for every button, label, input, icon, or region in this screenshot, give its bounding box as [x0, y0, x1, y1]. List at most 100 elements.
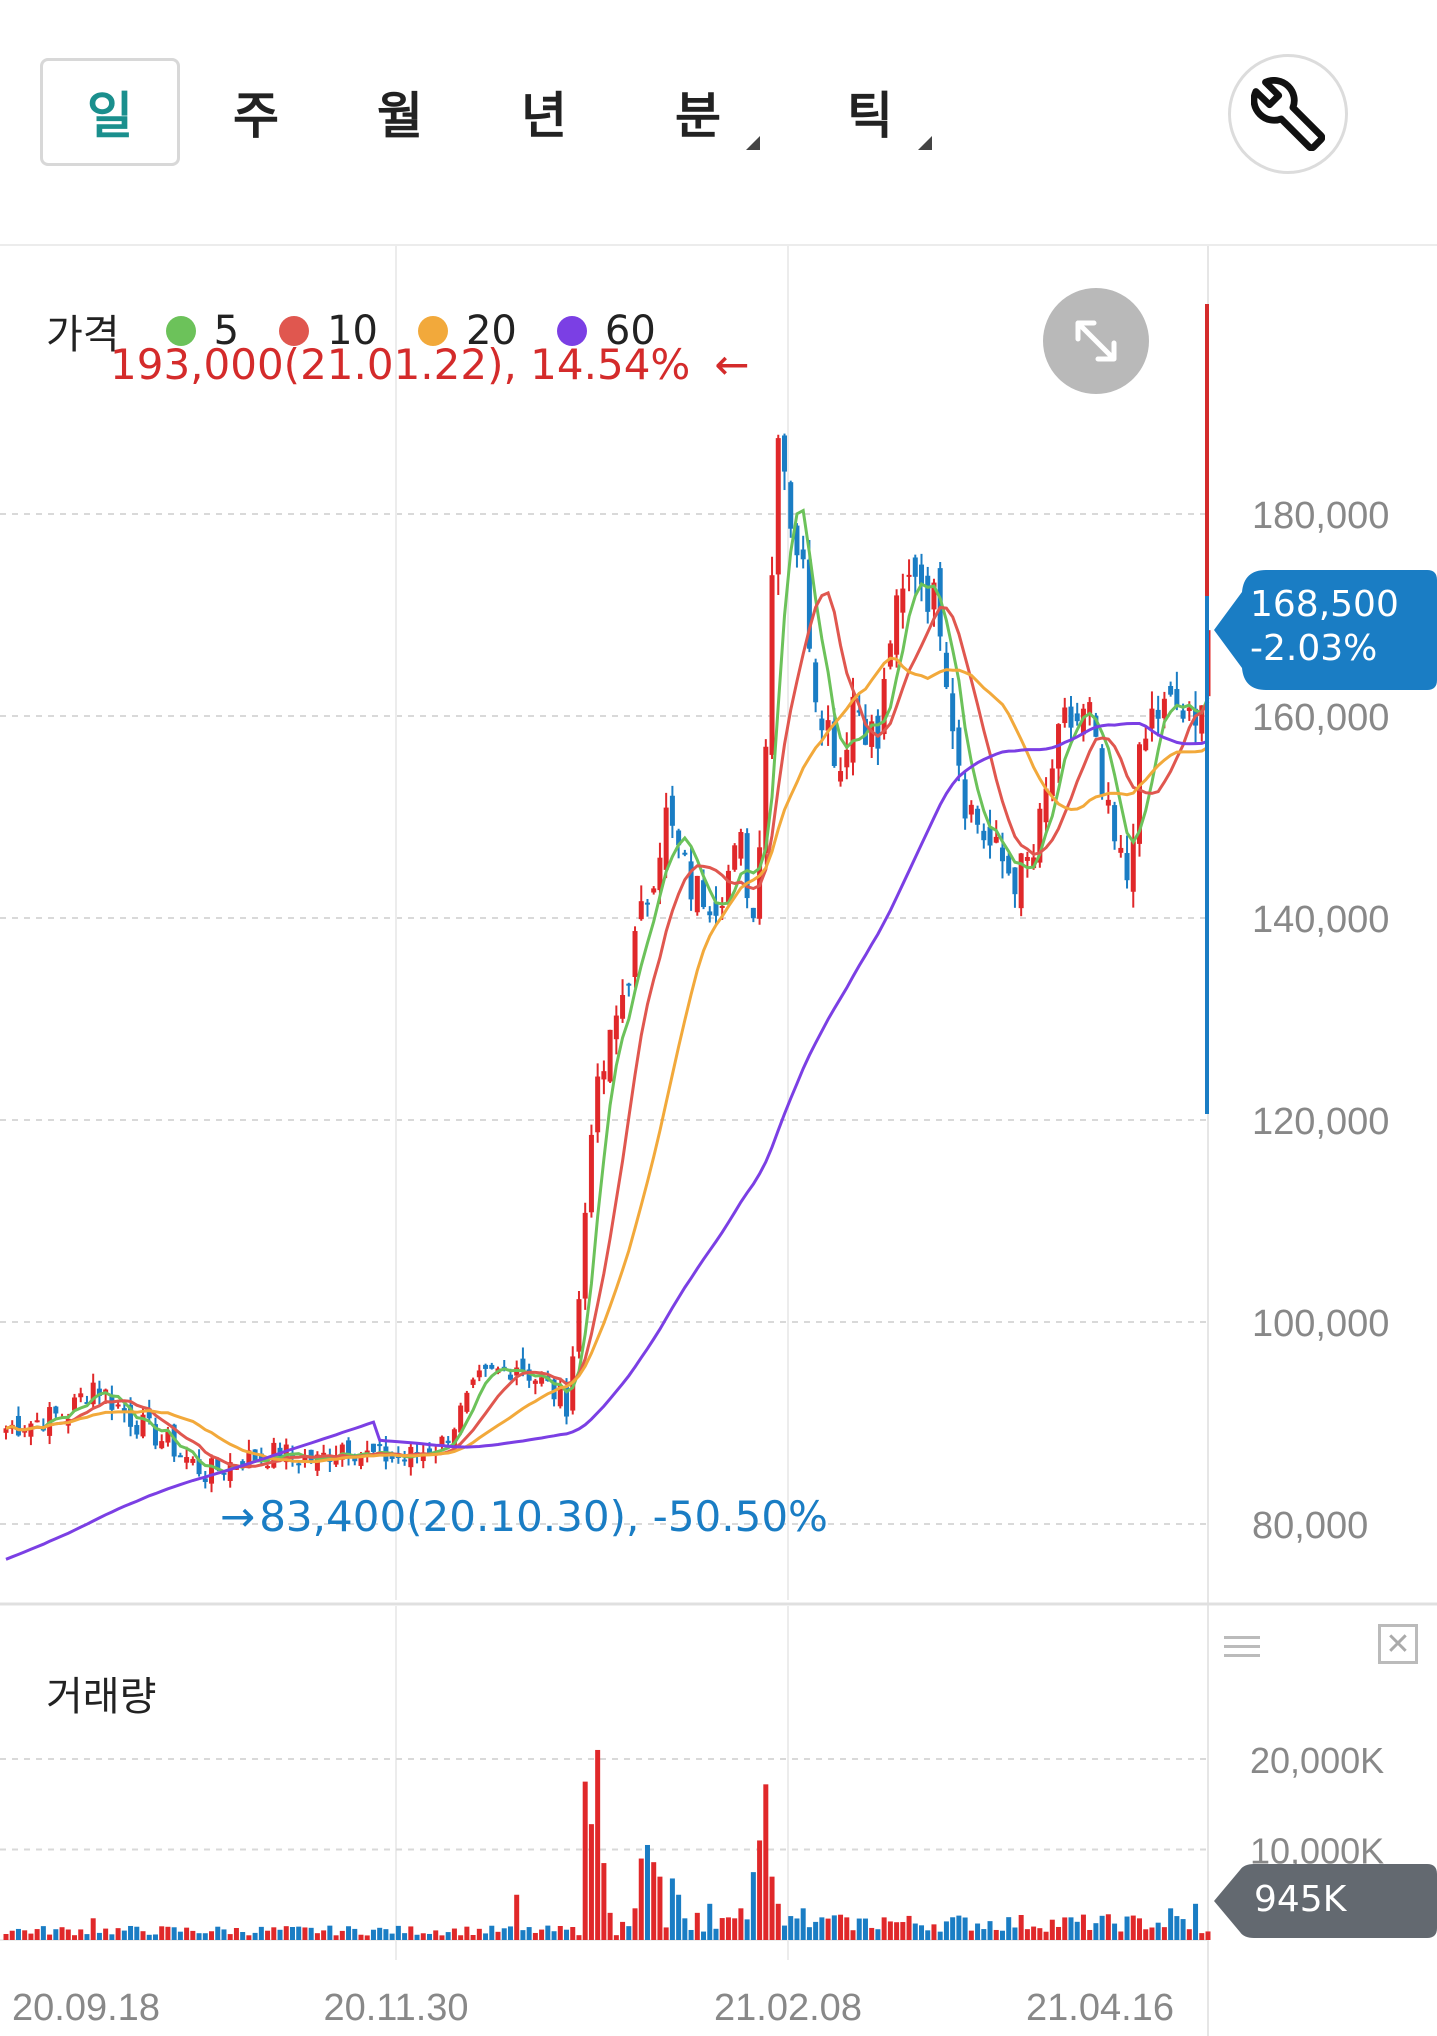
volume-bar [694, 1912, 700, 1940]
volume-bar [763, 1784, 769, 1940]
volume-bar [607, 1912, 613, 1940]
volume-bar [657, 1876, 663, 1940]
volume-bar [576, 1935, 582, 1940]
volume-bar [719, 1918, 725, 1940]
volume-bar [1118, 1931, 1124, 1940]
volume-bar [427, 1933, 433, 1940]
volume-menu-icon[interactable] [1224, 1630, 1260, 1663]
volume-bar [669, 1878, 675, 1940]
candle-body [806, 559, 812, 649]
volume-bar [676, 1894, 682, 1940]
candle-body [912, 557, 918, 577]
candle-body [1043, 788, 1049, 823]
volume-bar [339, 1930, 345, 1940]
candle-body [838, 771, 844, 782]
volume-bar [713, 1928, 719, 1940]
candle-body [676, 830, 682, 846]
candle-body [825, 720, 831, 731]
volume-bar [84, 1934, 90, 1940]
volume-bar [707, 1903, 713, 1940]
candle-body [1186, 707, 1192, 711]
candle-body [557, 1384, 563, 1407]
volume-bar [943, 1921, 949, 1940]
y-tick-label: 100,000 [1252, 1303, 1389, 1345]
tab-yearly[interactable]: 년 [474, 58, 614, 166]
volume-bar [1056, 1926, 1062, 1940]
candle-body [227, 1462, 233, 1481]
y-tick-label: 180,000 [1252, 495, 1389, 537]
volume-bar [327, 1925, 333, 1940]
candle-body [202, 1478, 208, 1482]
volume-bar [962, 1917, 968, 1940]
volume-bar [937, 1931, 943, 1940]
volume-bar [701, 1931, 707, 1940]
chart-settings-button[interactable] [1228, 54, 1348, 174]
legend-ma60-label: 60 [604, 308, 656, 354]
candle-body [732, 845, 738, 870]
candle-body [1149, 708, 1155, 729]
tab-weekly[interactable]: 주 [186, 58, 326, 166]
candle-body [72, 1397, 78, 1411]
volume-bar [321, 1930, 327, 1940]
candle-body [296, 1463, 302, 1466]
candle-body [906, 574, 912, 577]
ma60-line [5, 722, 1209, 1561]
candle-body [34, 1420, 40, 1423]
volume-bar [171, 1927, 177, 1940]
dropdown-caret-icon [746, 136, 760, 150]
volume-bar [620, 1921, 626, 1940]
fullscreen-button[interactable] [1043, 288, 1149, 394]
volume-bar [47, 1934, 53, 1940]
candle-body [1199, 705, 1205, 734]
candle-body [140, 1414, 146, 1437]
volume-bar [925, 1930, 931, 1940]
volume-bar [501, 1928, 507, 1940]
volume-bar [202, 1933, 208, 1940]
right-arrow-icon: → [220, 1492, 256, 1541]
tab-daily[interactable]: 일 [40, 58, 180, 166]
candle-body [215, 1458, 221, 1470]
candle-body [813, 662, 819, 703]
volume-bar [1205, 1931, 1211, 1940]
volume-bar [53, 1929, 59, 1940]
candle-body [688, 861, 694, 900]
volume-bar [184, 1927, 190, 1940]
tab-minute[interactable]: 분 [628, 58, 768, 166]
volume-bar [1018, 1914, 1024, 1940]
volume-bar [358, 1934, 364, 1940]
y-tick-label: 140,000 [1252, 899, 1389, 941]
candle-body [1024, 856, 1030, 861]
candle-body [346, 1440, 352, 1458]
volume-bar [333, 1935, 339, 1940]
volume-bar [906, 1915, 912, 1940]
volume-bar [420, 1933, 426, 1940]
legend-ma20-label: 20 [465, 308, 517, 354]
wrench-icon [1251, 77, 1325, 151]
volume-bar [507, 1926, 513, 1940]
volume-bar [346, 1926, 352, 1940]
candle-body [1012, 867, 1018, 895]
current-change: -2.03% [1250, 628, 1378, 669]
volume-bar [9, 1930, 15, 1940]
candle-body [1087, 702, 1093, 714]
volume-bar [862, 1918, 868, 1940]
volume-bar [570, 1927, 576, 1940]
x-tick-label: 20.11.30 [323, 1987, 468, 2029]
candle-body [894, 595, 900, 655]
volume-bar [644, 1844, 650, 1940]
volume-bar [850, 1930, 856, 1940]
candle-body [663, 807, 669, 870]
current-volume-badge: 945K [1214, 1864, 1437, 1938]
candle-body [950, 693, 956, 732]
candle-body [1118, 847, 1124, 853]
tab-tick[interactable]: 틱 [800, 58, 940, 166]
candle-body [725, 870, 731, 903]
chart-legend: 가격 5 10 20 60 [46, 302, 656, 360]
x-tick-label: 21.02.08 [714, 1987, 862, 2029]
close-panel-icon[interactable]: ✕ [1378, 1624, 1418, 1664]
tab-monthly[interactable]: 월 [330, 58, 470, 166]
candle-body [850, 696, 856, 763]
volume-bar [308, 1927, 314, 1940]
volume-bar [887, 1921, 893, 1940]
